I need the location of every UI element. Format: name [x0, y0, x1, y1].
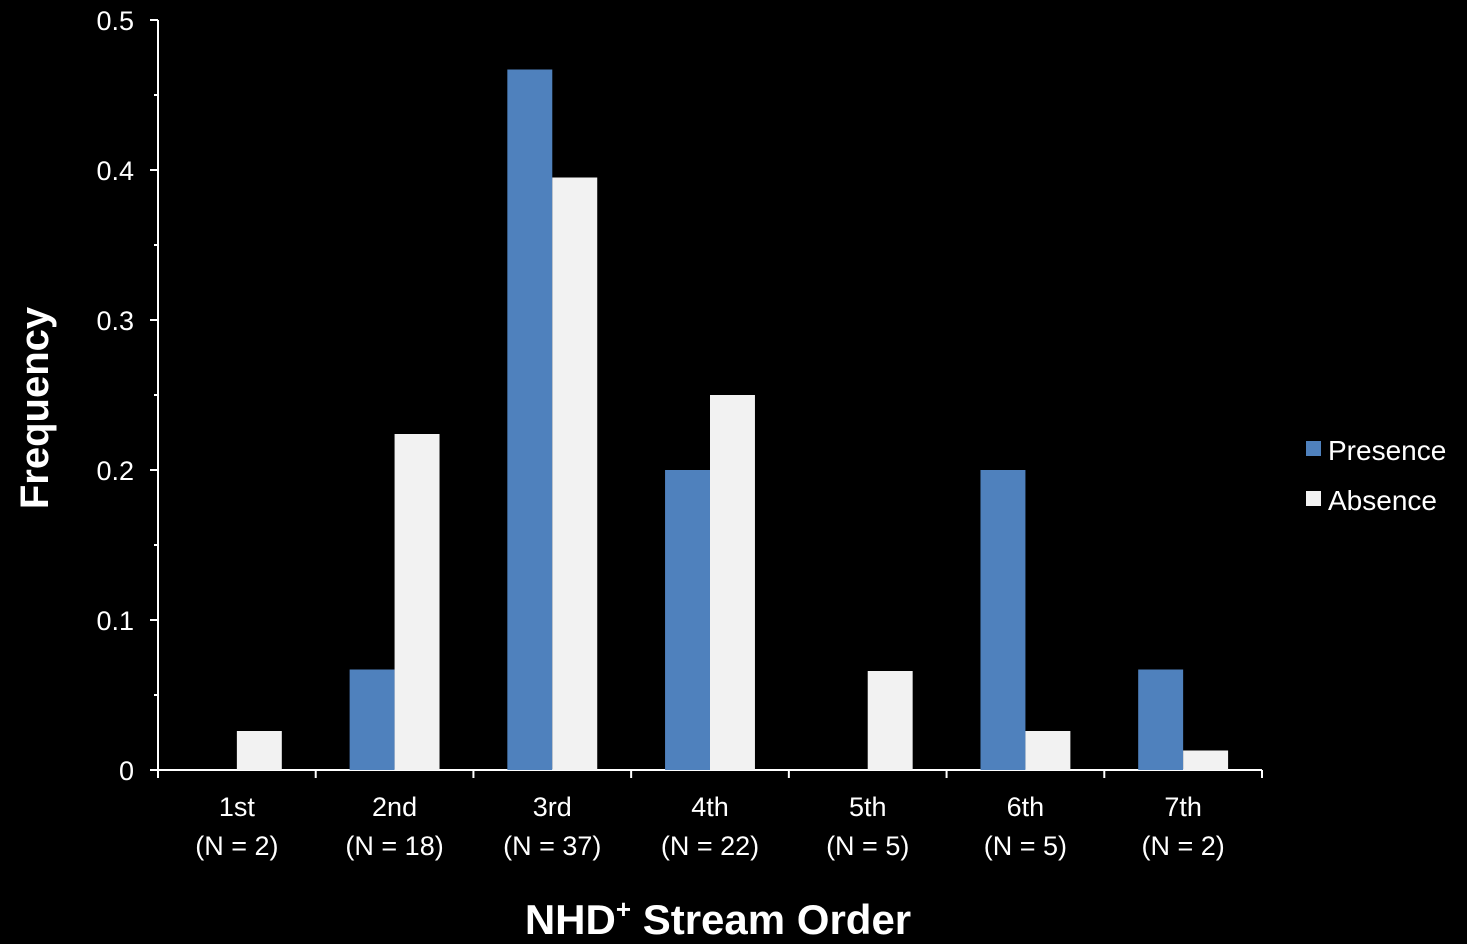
bars: [236, 69, 1229, 770]
legend-label-presence: Presence: [1328, 435, 1446, 466]
x-axis-title-suffix: Stream Order: [631, 896, 911, 943]
y-tick-label: 0: [119, 756, 134, 786]
x-axis-title: NHD+ Stream Order: [525, 894, 911, 943]
x-category-label: 3rd: [533, 792, 572, 822]
x-category-count-label: (N = 18): [345, 831, 443, 861]
x-axis-title-superscript: +: [616, 894, 631, 924]
legend-label-absence: Absence: [1328, 485, 1437, 516]
x-category-count-label: (N = 2): [1142, 831, 1225, 861]
y-tick-label: 0.2: [96, 456, 134, 486]
x-category-count-label: (N = 22): [661, 831, 759, 861]
bar-absence-5th: [867, 671, 913, 770]
x-category-label: 1st: [219, 792, 256, 822]
x-category-count-label: (N = 37): [503, 831, 601, 861]
y-tick-label: 0.5: [96, 6, 134, 36]
bar-presence-7th: [1138, 669, 1184, 770]
x-axis-title-main: NHD: [525, 896, 616, 943]
bar-presence-6th: [980, 470, 1026, 770]
y-tick-label: 0.4: [96, 156, 134, 186]
y-tick-label: 0.1: [96, 606, 134, 636]
x-category-label: 5th: [849, 792, 887, 822]
legend-swatch-absence: [1306, 491, 1321, 506]
bar-presence-2nd: [349, 669, 395, 770]
y-ticks: 0 0.1 0.2 0.3 0.4 0.5: [96, 6, 158, 786]
x-category-count-label: (N = 5): [984, 831, 1067, 861]
legend-swatch-presence: [1306, 441, 1321, 456]
bar-absence-3rd: [552, 177, 598, 770]
bar-absence-1st: [236, 731, 282, 770]
category-labels: 1st (N = 2) 2nd (N = 18) 3rd (N = 37) 4th (N = …: [195, 792, 1225, 861]
bar-absence-4th: [710, 395, 755, 770]
y-axis-title: Frequency: [13, 306, 57, 509]
x-category-label: 2nd: [372, 792, 417, 822]
x-category-label: 6th: [1007, 792, 1045, 822]
x-category-label: 7th: [1164, 792, 1202, 822]
bar-absence-7th: [1183, 750, 1229, 770]
bar-presence-4th: [665, 470, 710, 770]
bar-absence-2nd: [394, 434, 440, 770]
bar-presence-3rd: [507, 69, 553, 770]
x-category-count-label: (N = 5): [826, 831, 909, 861]
bar-absence-6th: [1025, 731, 1071, 770]
x-ticks: [157, 770, 1263, 778]
y-tick-label: 0.3: [96, 306, 134, 336]
x-category-label: 4th: [691, 792, 729, 822]
x-category-count-label: (N = 2): [195, 831, 278, 861]
legend: Presence Absence: [1306, 435, 1446, 516]
